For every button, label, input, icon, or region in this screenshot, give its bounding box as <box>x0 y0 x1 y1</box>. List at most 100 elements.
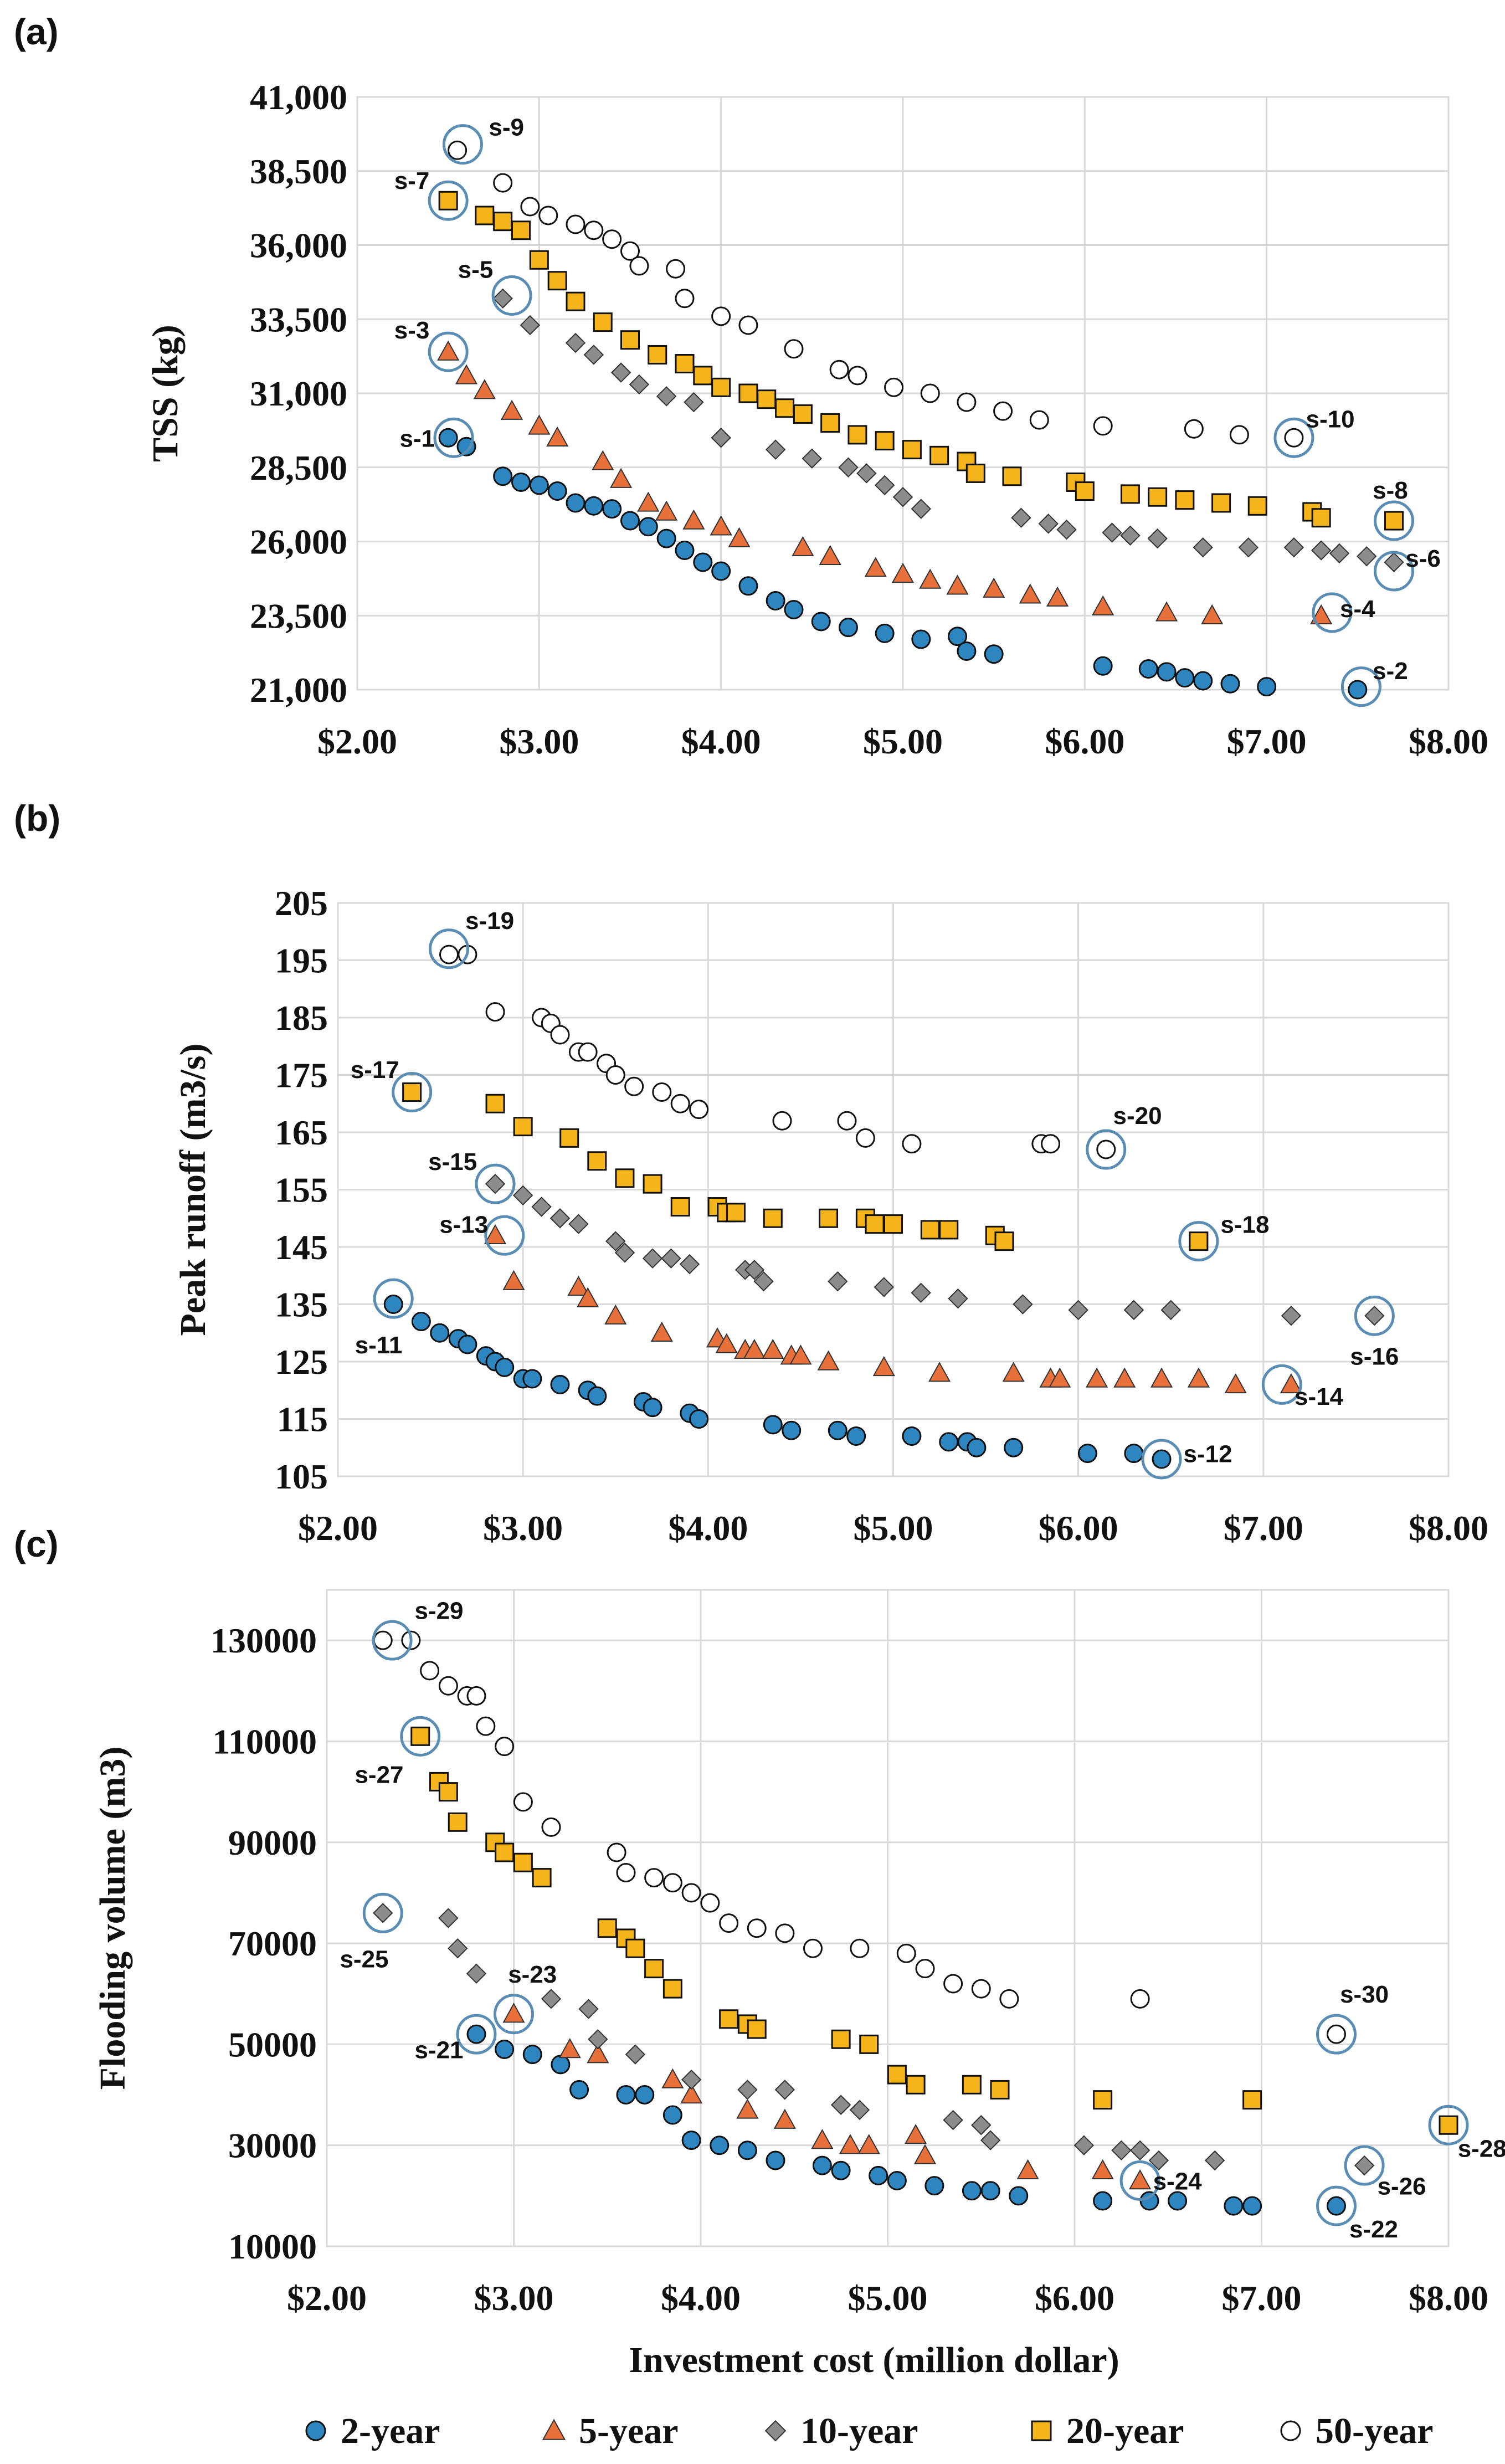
data-point <box>971 2115 992 2136</box>
data-point <box>1204 2150 1225 2171</box>
data-point <box>911 629 931 649</box>
data-point <box>993 401 1013 421</box>
data-point <box>1193 671 1213 691</box>
data-point <box>1281 1305 1302 1326</box>
scenario-ring <box>1119 2160 1160 2201</box>
data-point <box>559 1128 579 1148</box>
data-point <box>719 2009 739 2029</box>
data-point <box>865 1214 885 1234</box>
y-tick-label: 50000 <box>228 2025 317 2064</box>
data-point <box>902 1134 922 1154</box>
data-point <box>831 2029 851 2049</box>
scenario-label: s-4 <box>1340 596 1375 623</box>
data-point <box>829 360 849 379</box>
data-point <box>588 2029 608 2050</box>
data-point <box>644 1868 664 1888</box>
data-point <box>438 1676 458 1696</box>
y-tick-label: 26,000 <box>250 522 347 562</box>
data-point <box>1138 659 1158 679</box>
legend-marker <box>1031 2420 1052 2441</box>
x-tick-label: $6.00 <box>1035 2278 1114 2318</box>
data-point <box>811 2129 834 2149</box>
data-point <box>1242 2090 1262 2110</box>
data-point <box>1111 2140 1132 2161</box>
data-point <box>495 1357 515 1377</box>
y-tick-label: 205 <box>275 884 328 923</box>
scenario-ring <box>1261 1364 1302 1405</box>
data-point <box>644 1959 664 1979</box>
data-point <box>1016 2159 1039 2179</box>
scenario-ring <box>428 180 469 221</box>
x-tick-label: $4.00 <box>681 722 761 761</box>
x-tick-label: $8.00 <box>1409 2278 1488 2318</box>
data-point <box>1129 2140 1150 2161</box>
data-point <box>682 509 705 530</box>
data-point <box>693 552 713 572</box>
scenario-label: s-7 <box>394 167 430 194</box>
data-point <box>700 1893 720 1913</box>
data-point <box>438 191 458 211</box>
scenario-label: s-12 <box>1184 1441 1232 1468</box>
data-point <box>1384 511 1404 531</box>
x-tick-label: $2.00 <box>317 722 397 761</box>
data-point <box>1120 484 1140 504</box>
data-point <box>502 2003 525 2023</box>
x-tick-label: $4.00 <box>661 2278 741 2318</box>
data-point <box>1193 537 1213 558</box>
data-point <box>587 1151 607 1171</box>
data-point <box>1238 537 1259 558</box>
data-point <box>513 1117 533 1137</box>
x-axis-title: Investment cost (million dollar) <box>629 2340 1119 2380</box>
data-point <box>448 1938 468 1959</box>
data-point <box>715 1333 738 1353</box>
data-point <box>875 623 895 643</box>
data-point <box>1310 604 1333 624</box>
data-point <box>884 377 904 397</box>
data-point <box>919 568 942 589</box>
data-point <box>568 1214 589 1234</box>
data-point <box>1130 1989 1150 2009</box>
data-point <box>1242 2196 1262 2216</box>
data-point <box>849 2099 870 2121</box>
data-point <box>728 527 751 547</box>
data-point <box>448 140 468 160</box>
data-point <box>847 366 867 386</box>
series-20-year <box>410 1726 1458 2135</box>
data-point <box>1120 525 1141 546</box>
x-tick-label: $6.00 <box>1039 1508 1118 1548</box>
data-point <box>373 1903 393 1923</box>
data-point <box>566 291 585 311</box>
data-point <box>1049 1367 1071 1388</box>
data-point <box>607 1842 626 1862</box>
data-point <box>1280 1373 1303 1394</box>
data-point <box>511 220 531 240</box>
series-2-year <box>383 1295 1172 1469</box>
data-point <box>1085 1367 1108 1388</box>
data-point <box>828 1420 847 1440</box>
data-point <box>872 1356 895 1377</box>
data-point <box>666 259 686 279</box>
data-point <box>775 1923 795 1943</box>
data-point <box>1354 2155 1375 2176</box>
data-point <box>1329 543 1350 564</box>
data-point <box>913 2144 937 2164</box>
data-point <box>757 389 777 409</box>
data-point <box>605 1065 625 1085</box>
data-point <box>957 392 977 412</box>
data-point <box>476 1716 496 1736</box>
data-point <box>679 1254 700 1275</box>
data-point <box>891 562 915 583</box>
data-point <box>546 426 569 446</box>
data-point <box>726 1203 746 1223</box>
data-point <box>737 2080 758 2100</box>
data-point <box>719 1913 739 1933</box>
scenario-ring <box>362 1892 403 1933</box>
x-tick-label: $2.00 <box>298 1508 378 1548</box>
data-point <box>681 2069 702 2090</box>
data-point <box>924 2176 944 2196</box>
data-point <box>1175 668 1195 688</box>
data-point <box>438 1908 459 1928</box>
data-point <box>620 330 640 350</box>
data-point <box>887 2171 907 2190</box>
data-point <box>597 1918 617 1938</box>
